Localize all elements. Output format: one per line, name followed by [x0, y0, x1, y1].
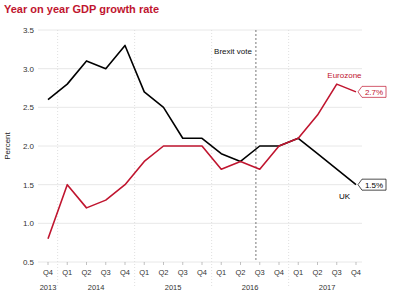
x-tick-label: Q4: [120, 268, 130, 277]
y-axis-label: Percent: [3, 131, 12, 159]
x-tick-label: Q4: [197, 268, 207, 277]
year-label: 2017: [319, 283, 336, 292]
x-tick: [48, 262, 49, 265]
x-tick: [125, 262, 126, 265]
x-tick: [240, 262, 241, 265]
x-tick-label: Q3: [255, 268, 265, 277]
chart: Year on year GDP growth rate Percent 0.5 1.…: [0, 0, 400, 293]
x-tick-label: Q4: [351, 268, 361, 277]
plot-area: [48, 45, 356, 238]
y-tick-label: 1.0: [23, 219, 35, 228]
x-tick: [163, 262, 164, 265]
grid-line: [38, 68, 362, 69]
x-tick: [86, 262, 87, 265]
x-tick: [317, 262, 318, 265]
y-tick-label: 3.5: [23, 26, 35, 35]
title: Year on year GDP growth rate: [4, 3, 159, 15]
y-tick-label: 3.0: [23, 65, 35, 74]
year-label: 2014: [88, 283, 105, 292]
x-tick-label: Q2: [235, 268, 245, 277]
value-label: 1.5%: [365, 181, 383, 190]
year-divider: [288, 30, 289, 288]
x-tick: [336, 262, 337, 265]
series-label: UK: [339, 192, 351, 201]
year-label: 2015: [165, 283, 182, 292]
x-tick-label: Q4: [274, 268, 284, 277]
x-tick: [202, 262, 203, 265]
annotation-text: Brexit vote: [214, 47, 252, 56]
series-line: [48, 45, 356, 184]
x-tick-label: Q2: [312, 268, 322, 277]
y-tick-label: 1.5: [23, 181, 35, 190]
y-tick-label: 0.5: [23, 258, 35, 267]
x-tick-label: Q1: [216, 268, 226, 277]
x-tick-label: Q3: [101, 268, 111, 277]
x-tick: [182, 262, 183, 265]
x-tick-label: Q1: [139, 268, 149, 277]
x-tick: [356, 262, 357, 265]
grid-line: [38, 107, 362, 108]
x-tick-label: Q1: [293, 268, 303, 277]
x-tick: [279, 262, 280, 265]
y-tick-label: 2.5: [23, 103, 35, 112]
value-label: 2.7%: [365, 88, 383, 97]
grid-line: [38, 30, 362, 31]
value-label-box: [358, 86, 386, 97]
x-tick: [105, 262, 106, 265]
series-line: [48, 84, 356, 239]
y-tick-label: 2.0: [23, 142, 35, 151]
x-tick: [259, 262, 260, 265]
year-label: 2016: [242, 283, 259, 292]
x-tick-label: Q2: [158, 268, 168, 277]
x-tick-label: Q1: [62, 268, 72, 277]
x-tick-label: Q3: [332, 268, 342, 277]
year-label: 2013: [40, 283, 57, 292]
series-label: Eurozone: [327, 71, 362, 80]
grid-line: [38, 223, 362, 224]
x-tick: [298, 262, 299, 265]
x-tick: [221, 262, 222, 265]
value-label-box: [358, 179, 386, 190]
year-divider: [57, 30, 58, 288]
x-tick-label: Q4: [43, 268, 53, 277]
grid-line: [38, 184, 362, 185]
x-tick-label: Q3: [178, 268, 188, 277]
x-tick-label: Q2: [81, 268, 91, 277]
x-tick: [144, 262, 145, 265]
x-tick: [67, 262, 68, 265]
annotation-line: [255, 30, 256, 262]
